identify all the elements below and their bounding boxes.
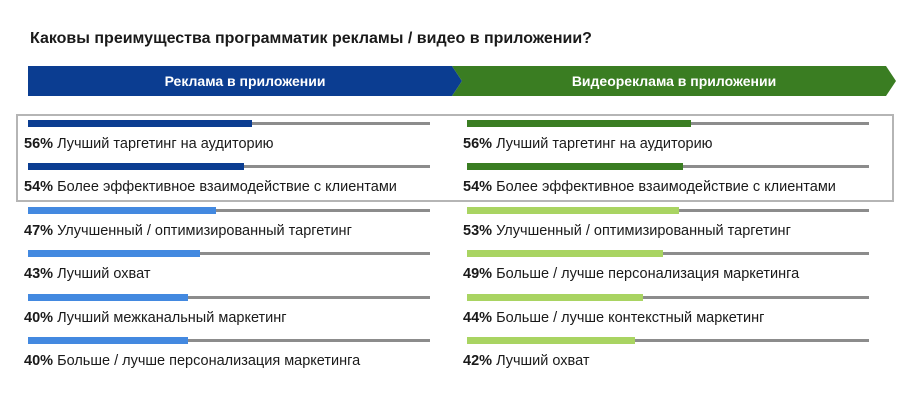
right-bar-label: 49% Больше / лучше персонализация маркет… <box>463 266 799 282</box>
left-bar-value: 54% <box>24 179 54 196</box>
right-column-banner: Видеореклама в приложении <box>452 66 896 96</box>
chart-title: Каковы преимущества программатик рекламы… <box>30 30 592 47</box>
left-bar-label: 47% Улучшенный / оптимизированный таргет… <box>24 223 352 239</box>
left-bar <box>28 250 200 258</box>
left-bar-value: 56% <box>24 136 54 152</box>
right-bar-label: 56% Лучший таргетинг на аудиторию <box>463 136 713 152</box>
left-bar-category: Улучшенный / оптимизированный таргетинг <box>57 222 352 239</box>
left-bar <box>28 337 188 344</box>
right-bar-category: Больше / лучше контекстный маркетинг <box>496 309 765 326</box>
left-bar <box>28 206 216 214</box>
left-bar-label: 54% Более эффективное взаимодействие с к… <box>24 179 397 195</box>
left-bar-category: Лучший межканальный маркетинг <box>57 309 287 326</box>
right-bar <box>467 250 663 258</box>
right-bar-category: Больше / лучше персонализация маркетинга <box>496 266 800 283</box>
right-bar-track <box>467 252 869 256</box>
right-bar-label: 54% Более эффективное взаимодействие с к… <box>463 179 836 195</box>
left-bar-track <box>28 339 430 342</box>
right-bar <box>467 120 691 127</box>
right-bar-value: 56% <box>463 136 493 152</box>
left-column-banner: Реклама в приложении <box>28 66 462 96</box>
left-bar-category: Лучший охват <box>57 266 151 283</box>
right-bar <box>467 293 643 301</box>
left-bar-value: 40% <box>24 309 54 326</box>
left-bar-label: 40% Лучший межканальный маркетинг <box>24 310 287 326</box>
left-bar-value: 43% <box>24 266 54 283</box>
left-bar-track <box>28 295 430 299</box>
right-bar-label: 44% Больше / лучше контекстный маркетинг <box>463 310 764 326</box>
left-bar <box>28 163 244 171</box>
top-items-highlight-box <box>16 114 894 202</box>
right-bar <box>467 337 635 344</box>
right-bar <box>467 206 679 214</box>
left-bar-label: 40% Больше / лучше персонализация маркет… <box>24 353 360 369</box>
left-bar-track <box>28 208 430 212</box>
right-bar-category: Лучший охват <box>496 353 590 369</box>
left-bar-label: 43% Лучший охват <box>24 266 150 282</box>
left-bar-value: 47% <box>24 222 54 239</box>
left-bar-category: Лучший таргетинг на аудиторию <box>57 136 274 152</box>
right-bar-track <box>467 339 869 342</box>
left-bar-category: Более эффективное взаимодействие с клиен… <box>57 179 397 196</box>
right-bar-category: Лучший таргетинг на аудиторию <box>496 136 713 152</box>
right-bar-track <box>467 295 869 299</box>
left-bar <box>28 120 252 127</box>
right-bar-label: 53% Улучшенный / оптимизированный таргет… <box>463 223 791 239</box>
right-bar-value: 53% <box>463 222 493 239</box>
left-bar <box>28 293 188 301</box>
right-bar-label: 42% Лучший охват <box>463 353 589 369</box>
right-bar-value: 49% <box>463 266 493 283</box>
right-column-title: Видеореклама в приложении <box>571 73 777 89</box>
right-bar-category: Более эффективное взаимодействие с клиен… <box>496 179 836 196</box>
right-bar <box>467 163 683 171</box>
right-bar-value: 44% <box>463 309 493 326</box>
right-bar-value: 54% <box>463 179 493 196</box>
right-bar-value: 42% <box>463 353 493 369</box>
left-bar-track <box>28 252 430 256</box>
right-bar-category: Улучшенный / оптимизированный таргетинг <box>496 222 791 239</box>
left-bar-category: Больше / лучше персонализация маркетинга <box>57 353 361 369</box>
left-bar-value: 40% <box>24 353 54 369</box>
left-column-title: Реклама в приложении <box>164 73 326 89</box>
left-bar-label: 56% Лучший таргетинг на аудиторию <box>24 136 274 152</box>
